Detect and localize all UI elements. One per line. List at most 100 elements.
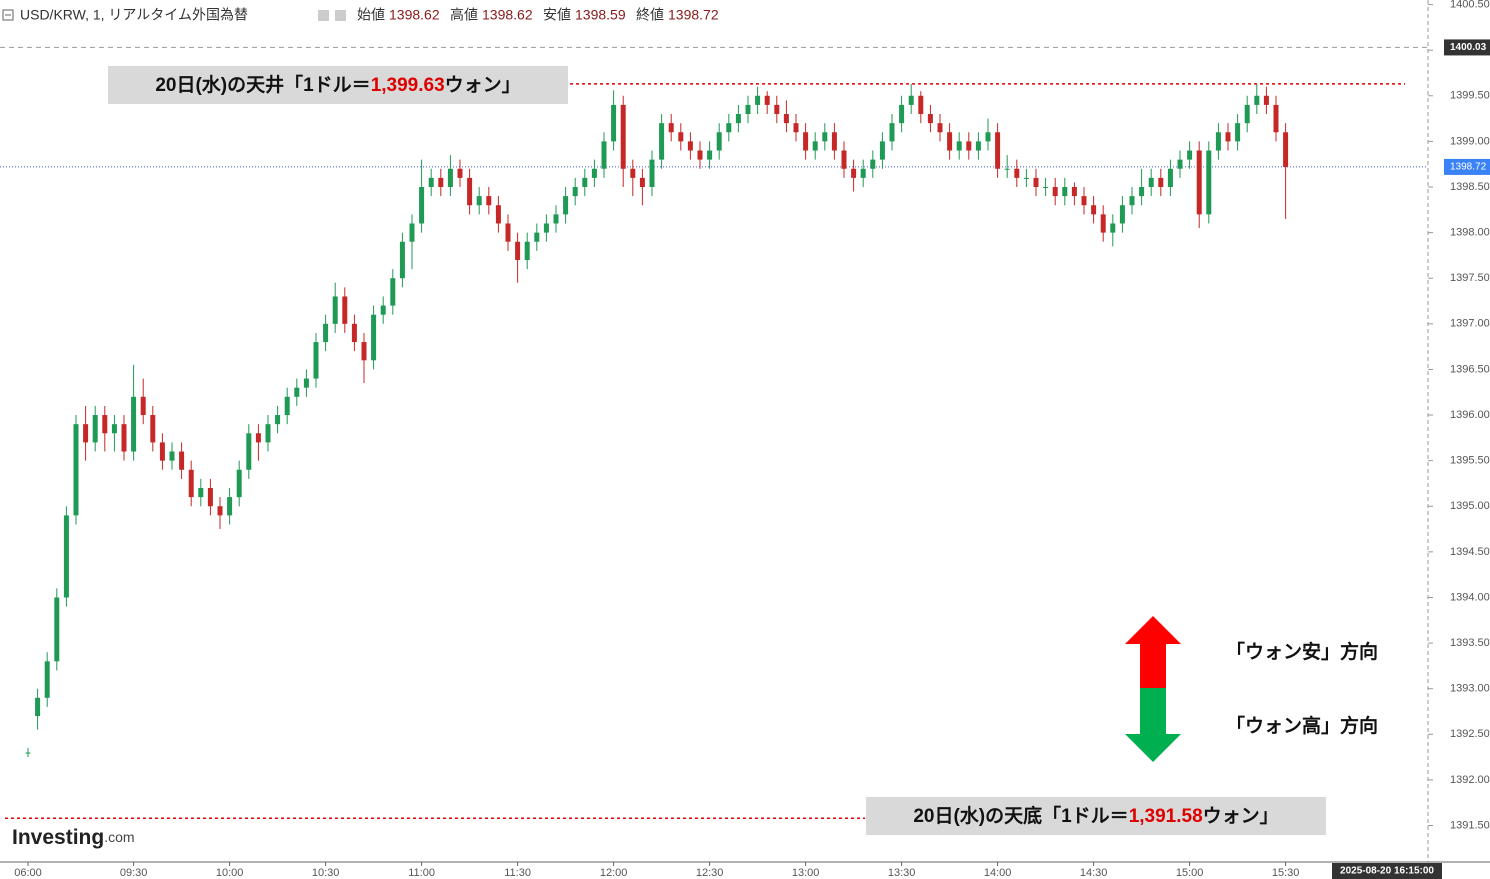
candle-body — [44, 661, 50, 698]
candle-body — [582, 177, 588, 187]
eye-icon[interactable] — [318, 10, 329, 21]
x-tick-label: 13:00 — [792, 867, 820, 879]
field-label: 高値 — [450, 7, 478, 23]
y-tick-label: 1397.00 — [1450, 318, 1490, 330]
candle-body — [745, 104, 751, 115]
candle-body — [131, 396, 137, 452]
candle-body — [351, 323, 357, 343]
candle-body — [1139, 186, 1145, 197]
candle-body — [524, 241, 530, 260]
candle-body — [25, 752, 31, 754]
annotation-label: 1,399.63 — [371, 75, 445, 96]
candle-body — [764, 95, 770, 105]
candle-body — [534, 232, 540, 242]
direction-note: 「ウォン安」方向 — [1226, 640, 1378, 663]
ref-label-box — [1444, 39, 1490, 56]
candle-body — [1244, 104, 1250, 124]
candle-body — [92, 415, 98, 443]
candle-body — [697, 150, 703, 160]
candle-body — [918, 95, 924, 115]
candle-body — [476, 196, 482, 206]
x-tick-label: 06:00 — [14, 867, 42, 879]
candle-body — [409, 223, 415, 242]
candle-body — [822, 132, 828, 142]
y-tick-label: 1395.00 — [1450, 500, 1490, 512]
candle-body — [1100, 214, 1106, 233]
collapse-icon[interactable] — [2, 9, 14, 21]
candle-body — [812, 141, 818, 151]
x-tick-label: 12:30 — [696, 867, 724, 879]
annotation-prefix: 20日(水)の天底「1ドル＝ — [913, 804, 1128, 827]
candle-body — [1091, 205, 1097, 215]
date-label: 2025-08-20 16:15:00 — [1340, 866, 1434, 877]
candle-body — [937, 123, 943, 133]
candle-body — [361, 342, 367, 361]
candle-body — [121, 424, 127, 452]
candle-body — [543, 223, 549, 233]
candle-body — [1254, 95, 1260, 105]
candle-body — [793, 123, 799, 133]
field-label: 終値 — [636, 7, 664, 23]
field-value: 1398.72 — [668, 7, 719, 23]
candle-body — [1110, 223, 1116, 233]
y-tick-label: 1395.50 — [1450, 455, 1490, 467]
candle-body — [54, 597, 60, 662]
candle-body — [83, 424, 89, 443]
y-tick-label: 1400.50 — [1450, 0, 1490, 10]
candle-body — [899, 104, 905, 124]
candle-body — [1273, 104, 1279, 133]
candle-body — [783, 114, 789, 124]
candle-body — [428, 177, 434, 187]
candle-body — [851, 168, 857, 178]
candle-body — [111, 424, 117, 434]
candle-body — [63, 515, 69, 598]
candle-body — [1196, 150, 1202, 215]
y-tick-label: 1394.50 — [1450, 546, 1490, 558]
y-tick-label: 1399.00 — [1450, 135, 1490, 147]
candle-body — [217, 506, 223, 516]
y-tick-label: 1398.00 — [1450, 227, 1490, 239]
candle-body — [275, 415, 281, 425]
candle-body — [1167, 168, 1173, 187]
candle-body — [649, 159, 655, 187]
candle-body — [515, 241, 521, 260]
candle-body — [1062, 186, 1068, 197]
candle-body — [255, 433, 261, 443]
candle-body — [995, 132, 1001, 169]
candle-body — [735, 114, 741, 124]
candle-body — [486, 196, 492, 206]
logo: Investing.com — [12, 826, 135, 849]
candle-body — [966, 141, 972, 151]
candle-body — [707, 150, 713, 160]
candle-body — [1004, 168, 1010, 170]
x-tick-label: 14:30 — [1080, 867, 1108, 879]
candle-body — [755, 95, 761, 105]
y-tick-label: 1396.50 — [1450, 363, 1490, 375]
annotation-suffix: ウォン」 — [1203, 805, 1279, 827]
x-tick-label: 11:30 — [504, 867, 531, 879]
candle-body — [188, 469, 194, 498]
candle-body — [1081, 196, 1087, 206]
field-value: 1398.59 — [575, 7, 626, 23]
candle-body — [303, 378, 309, 388]
annotation-label: 1,391.58 — [1129, 806, 1203, 827]
annotation: 20日(水)の天井「1ドル＝1,399.63ウォン」 — [155, 73, 520, 96]
x-tick-label: 10:00 — [216, 867, 244, 879]
candle-body — [169, 451, 175, 461]
y-tick-label: 1394.00 — [1450, 591, 1490, 603]
candle-body — [1023, 177, 1029, 179]
last-price-label: 1398.72 — [1450, 162, 1487, 173]
candle-body — [371, 314, 377, 361]
down-arrow — [1125, 688, 1181, 762]
candle-body — [265, 424, 271, 443]
candle-body — [611, 104, 617, 142]
candle-body — [831, 132, 837, 151]
candle-body — [1043, 186, 1049, 188]
candle-body — [678, 132, 684, 142]
settings-icon[interactable] — [335, 10, 346, 21]
candle-body — [1119, 205, 1125, 224]
candle-body — [246, 433, 252, 470]
annotation: 20日(水)の天底「1ドル＝1,391.58ウォン」 — [913, 804, 1278, 827]
